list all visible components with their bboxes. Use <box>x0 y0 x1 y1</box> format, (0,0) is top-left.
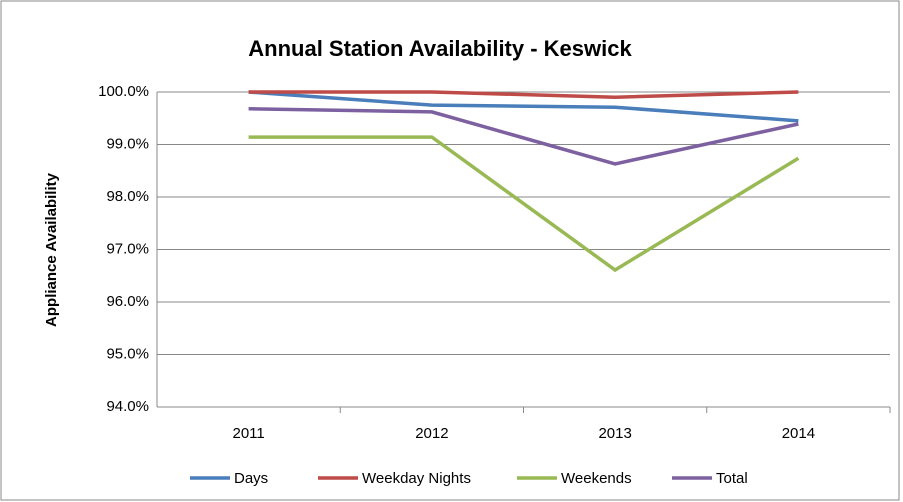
y-tick-label: 97.0% <box>106 240 149 257</box>
x-tick-label: 2011 <box>232 425 264 442</box>
x-tick-label: 2013 <box>598 425 631 442</box>
series-line <box>248 90 799 123</box>
y-tick-label: 96.0% <box>106 293 149 310</box>
legend-label: Weekends <box>561 470 632 487</box>
series-line <box>248 135 800 273</box>
y-axis-label: Appliance Availability <box>43 172 60 327</box>
series-line <box>248 107 799 166</box>
x-tick-label: 2014 <box>782 425 815 442</box>
y-tick-label: 95.0% <box>106 345 149 362</box>
legend-label: Total <box>716 470 748 487</box>
legend-label: Days <box>234 470 268 487</box>
y-tick-label: 100.0% <box>98 83 149 100</box>
chart-title: Annual Station Availability - Keswick <box>248 36 632 61</box>
y-tick-label: 94.0% <box>106 398 149 415</box>
y-tick-label: 98.0% <box>106 188 149 205</box>
legend-label: Weekday Nights <box>362 470 471 487</box>
y-tick-label: 99.0% <box>106 135 149 152</box>
x-tick-label: 2012 <box>415 425 448 442</box>
series-line <box>248 90 799 99</box>
